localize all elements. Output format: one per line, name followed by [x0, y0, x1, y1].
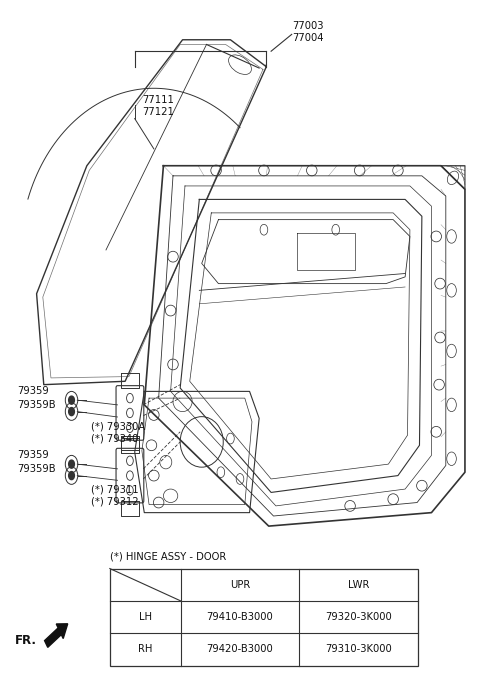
- Text: (*) 79340: (*) 79340: [91, 433, 138, 443]
- Text: 79359B: 79359B: [17, 400, 56, 410]
- Text: FR.: FR.: [15, 634, 37, 647]
- Text: 79320-3K000: 79320-3K000: [325, 612, 392, 622]
- Bar: [110, 568, 418, 666]
- Text: (*) 79311: (*) 79311: [91, 485, 138, 495]
- Circle shape: [69, 396, 74, 404]
- Text: 79420-B3000: 79420-B3000: [206, 645, 274, 654]
- Text: 79310-3K000: 79310-3K000: [325, 645, 392, 654]
- Text: (*) 79312: (*) 79312: [91, 497, 138, 507]
- Text: LWR: LWR: [348, 580, 370, 590]
- Text: 79359: 79359: [17, 450, 49, 460]
- Circle shape: [69, 408, 74, 416]
- Text: 79359B: 79359B: [17, 464, 56, 474]
- Text: 79410-B3000: 79410-B3000: [206, 612, 274, 622]
- Text: 77004: 77004: [292, 34, 323, 43]
- Text: 77111: 77111: [142, 95, 174, 105]
- Text: LH: LH: [139, 612, 152, 622]
- Text: RH: RH: [138, 645, 153, 654]
- Text: 77003: 77003: [292, 22, 323, 31]
- Text: UPR: UPR: [230, 580, 250, 590]
- Circle shape: [69, 472, 74, 480]
- Text: (*) HINGE ASSY - DOOR: (*) HINGE ASSY - DOOR: [110, 551, 226, 562]
- Text: (*) 79330A: (*) 79330A: [91, 421, 145, 431]
- Text: 77121: 77121: [142, 107, 174, 117]
- Text: 79359: 79359: [17, 386, 49, 396]
- FancyArrow shape: [45, 624, 68, 647]
- Circle shape: [69, 460, 74, 468]
